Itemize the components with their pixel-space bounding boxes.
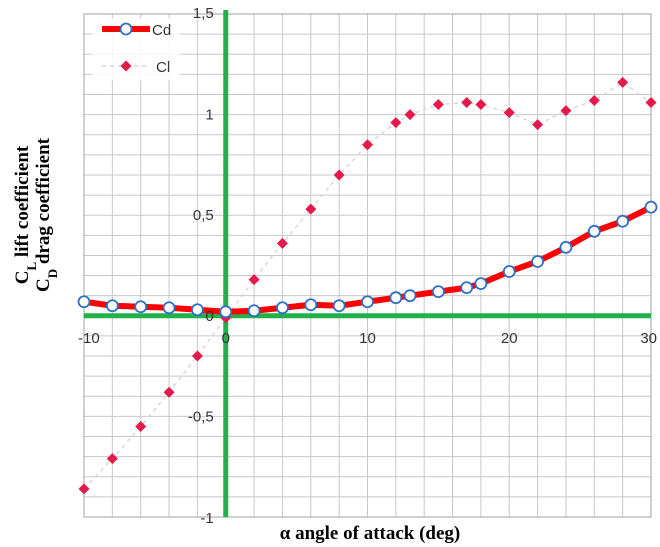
x-axis-title: α angle of attack (deg) [280, 523, 461, 544]
cl-point [362, 139, 373, 151]
cd-point [531, 255, 544, 268]
x-tick-label: 0 [222, 330, 230, 347]
y-tick-label: -1 [200, 510, 213, 527]
cd-point [247, 304, 261, 318]
cl-point [503, 107, 515, 119]
cl-point [645, 97, 657, 109]
cl-point [333, 169, 345, 181]
cd-point [162, 301, 176, 315]
cd-point [361, 295, 374, 309]
zero-axes [84, 10, 651, 517]
cd-point [219, 305, 233, 319]
cd-point [304, 298, 318, 312]
y-tick-label: 0,5 [193, 207, 214, 224]
legend-cl-label: Cl [156, 59, 170, 76]
cl-point [617, 76, 629, 88]
cd-point [276, 301, 289, 315]
cd-point [616, 214, 630, 228]
cl-point [404, 109, 416, 121]
y-tick-label: 1,5 [193, 5, 214, 22]
cd-point [77, 295, 91, 309]
cd-point [474, 277, 488, 291]
cd-point [502, 265, 516, 278]
cl-point [191, 350, 203, 362]
series-layer [77, 76, 658, 495]
cl-point [305, 203, 317, 215]
tick-labels: -10 0 10 20 30 -1 -0,5 0 0,5 1 1,5 [78, 5, 657, 527]
x-tick-label: 10 [359, 330, 376, 347]
cl-point [276, 237, 288, 249]
y-axis-title-line: CD drag coefficient [33, 137, 60, 292]
y-tick-label: 1 [205, 107, 213, 124]
y-tick-label: 0 [205, 308, 213, 325]
cl-point [135, 420, 147, 432]
cl-point [560, 105, 572, 117]
cd-point [403, 289, 417, 303]
x-tick-label: 20 [501, 330, 518, 347]
grid [83, 13, 652, 518]
y-tick-label: -0,5 [188, 408, 214, 425]
plot-border [83, 13, 652, 518]
legend-cl-marker [120, 60, 132, 72]
cd-point [431, 285, 445, 299]
y-axis-title-line: CL lift coefficient [12, 145, 39, 284]
cl-point [163, 386, 175, 398]
cl-point [106, 453, 118, 465]
legend-cd-marker [119, 22, 133, 36]
cd-point [134, 300, 148, 314]
cd-point [644, 200, 658, 214]
cl-point [432, 99, 444, 111]
cl-point [588, 95, 600, 107]
cd-point [332, 299, 346, 313]
cl-point [461, 97, 473, 109]
cl-point [390, 117, 402, 129]
x-tick-label: -10 [78, 330, 100, 347]
cd-point [460, 281, 474, 295]
cl-point [475, 99, 487, 111]
cd-point [389, 291, 403, 305]
cl-point [532, 119, 544, 131]
legend-cd-label: Cd [152, 22, 171, 39]
cd-point [587, 224, 601, 238]
cl-point [248, 274, 260, 286]
x-tick-label: 30 [640, 330, 657, 347]
series-cl-line [83, 81, 652, 490]
series-cd-line [83, 204, 653, 315]
cd-point [559, 240, 573, 254]
legend: Cd Cl [92, 18, 180, 80]
cd-point [105, 299, 119, 313]
cl-point [78, 483, 90, 495]
cd-point [190, 303, 204, 317]
